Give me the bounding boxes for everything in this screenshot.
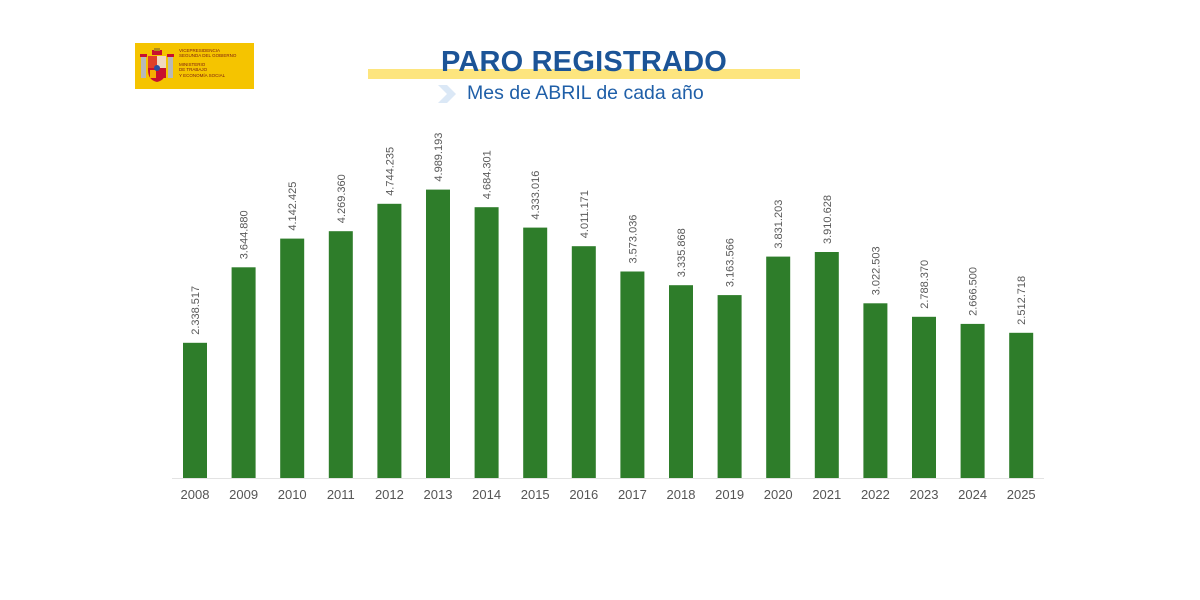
x-tick-label-2018: 2018 — [667, 487, 696, 502]
value-label-2016: 4.011.171 — [579, 190, 591, 238]
value-label-2017: 3.573.036 — [627, 215, 639, 264]
bar-2014 — [474, 207, 499, 478]
logo-text: VICEPRESIDENCIA SEGUNDA DEL GOBIERNO MIN… — [179, 48, 253, 78]
spain-coat-of-arms-icon — [140, 48, 174, 82]
value-label-2013: 4.989.193 — [433, 133, 445, 182]
bar-2011 — [328, 231, 353, 478]
value-label-2010: 4.142.425 — [287, 182, 299, 231]
bar-2012 — [377, 203, 402, 479]
ministry-logo: VICEPRESIDENCIA SEGUNDA DEL GOBIERNO MIN… — [135, 43, 254, 89]
value-label-2019: 3.163.566 — [725, 238, 737, 287]
x-tick-label-2022: 2022 — [861, 487, 890, 502]
x-tick-label-2021: 2021 — [812, 487, 841, 502]
x-tick-label-2020: 2020 — [764, 487, 793, 502]
title-highlight-bar — [368, 69, 800, 79]
value-label-2015: 4.333.016 — [530, 171, 542, 220]
logo-line: MINISTERIO — [179, 61, 206, 67]
bar-2016 — [571, 246, 596, 478]
bar-2025 — [1009, 332, 1034, 478]
bar-2019 — [717, 295, 742, 478]
x-tick-label-2015: 2015 — [521, 487, 550, 502]
x-tick-label-2023: 2023 — [910, 487, 939, 502]
logo-line: Y ECONOMÍA SOCIAL — [179, 72, 226, 78]
bar-2021 — [814, 252, 839, 478]
chart-title: PARO REGISTRADO — [440, 46, 728, 78]
x-tick-label-2012: 2012 — [375, 487, 404, 502]
bar-2008 — [183, 342, 207, 478]
x-tick-label-2011: 2011 — [327, 487, 355, 502]
value-label-2011: 4.269.360 — [336, 174, 348, 223]
logo-line: VICEPRESIDENCIA — [179, 48, 221, 53]
x-tick-label-2013: 2013 — [424, 487, 453, 502]
chevron-right-icon — [438, 85, 456, 103]
value-label-2018: 3.335.868 — [676, 228, 688, 277]
x-tick-label-2014: 2014 — [472, 487, 501, 502]
x-tick-label-2017: 2017 — [618, 487, 647, 502]
value-label-2025: 2.512.718 — [1016, 276, 1028, 325]
chart-subtitle: Mes de ABRIL de cada año — [467, 82, 704, 104]
bar-2024 — [960, 323, 985, 478]
x-tick-label-2008: 2008 — [181, 487, 210, 502]
value-label-2012: 4.744.235 — [384, 147, 396, 196]
bar-2020 — [766, 256, 791, 478]
value-label-2024: 2.666.500 — [968, 267, 980, 316]
x-tick-label-2024: 2024 — [958, 487, 987, 502]
value-label-2008: 2.338.517 — [190, 286, 202, 335]
bar-2015 — [523, 227, 548, 478]
bar-2013 — [426, 189, 450, 478]
x-tick-label-2019: 2019 — [715, 487, 744, 502]
bar-2023 — [912, 316, 936, 478]
value-label-2009: 3.644.880 — [239, 210, 251, 259]
value-label-2014: 4.684.301 — [482, 150, 494, 199]
x-tick-label-2010: 2010 — [278, 487, 307, 502]
bar-2022 — [863, 303, 888, 478]
value-label-2020: 3.831.203 — [773, 200, 785, 249]
logo-line: SEGUNDA DEL GOBIERNO — [179, 53, 237, 59]
x-tick-label-2025: 2025 — [1007, 487, 1036, 502]
x-tick-label-2016: 2016 — [569, 487, 598, 502]
bar-2009 — [231, 267, 256, 478]
value-label-2021: 3.910.628 — [822, 195, 834, 244]
logo-line: DE TRABAJO — [179, 67, 208, 73]
bar-2010 — [280, 238, 305, 478]
x-tick-label-2009: 2009 — [229, 487, 258, 502]
bar-2018 — [669, 285, 693, 478]
value-label-2023: 2.788.370 — [919, 260, 931, 309]
bar-2017 — [620, 271, 645, 478]
value-label-2022: 3.022.503 — [870, 246, 882, 295]
